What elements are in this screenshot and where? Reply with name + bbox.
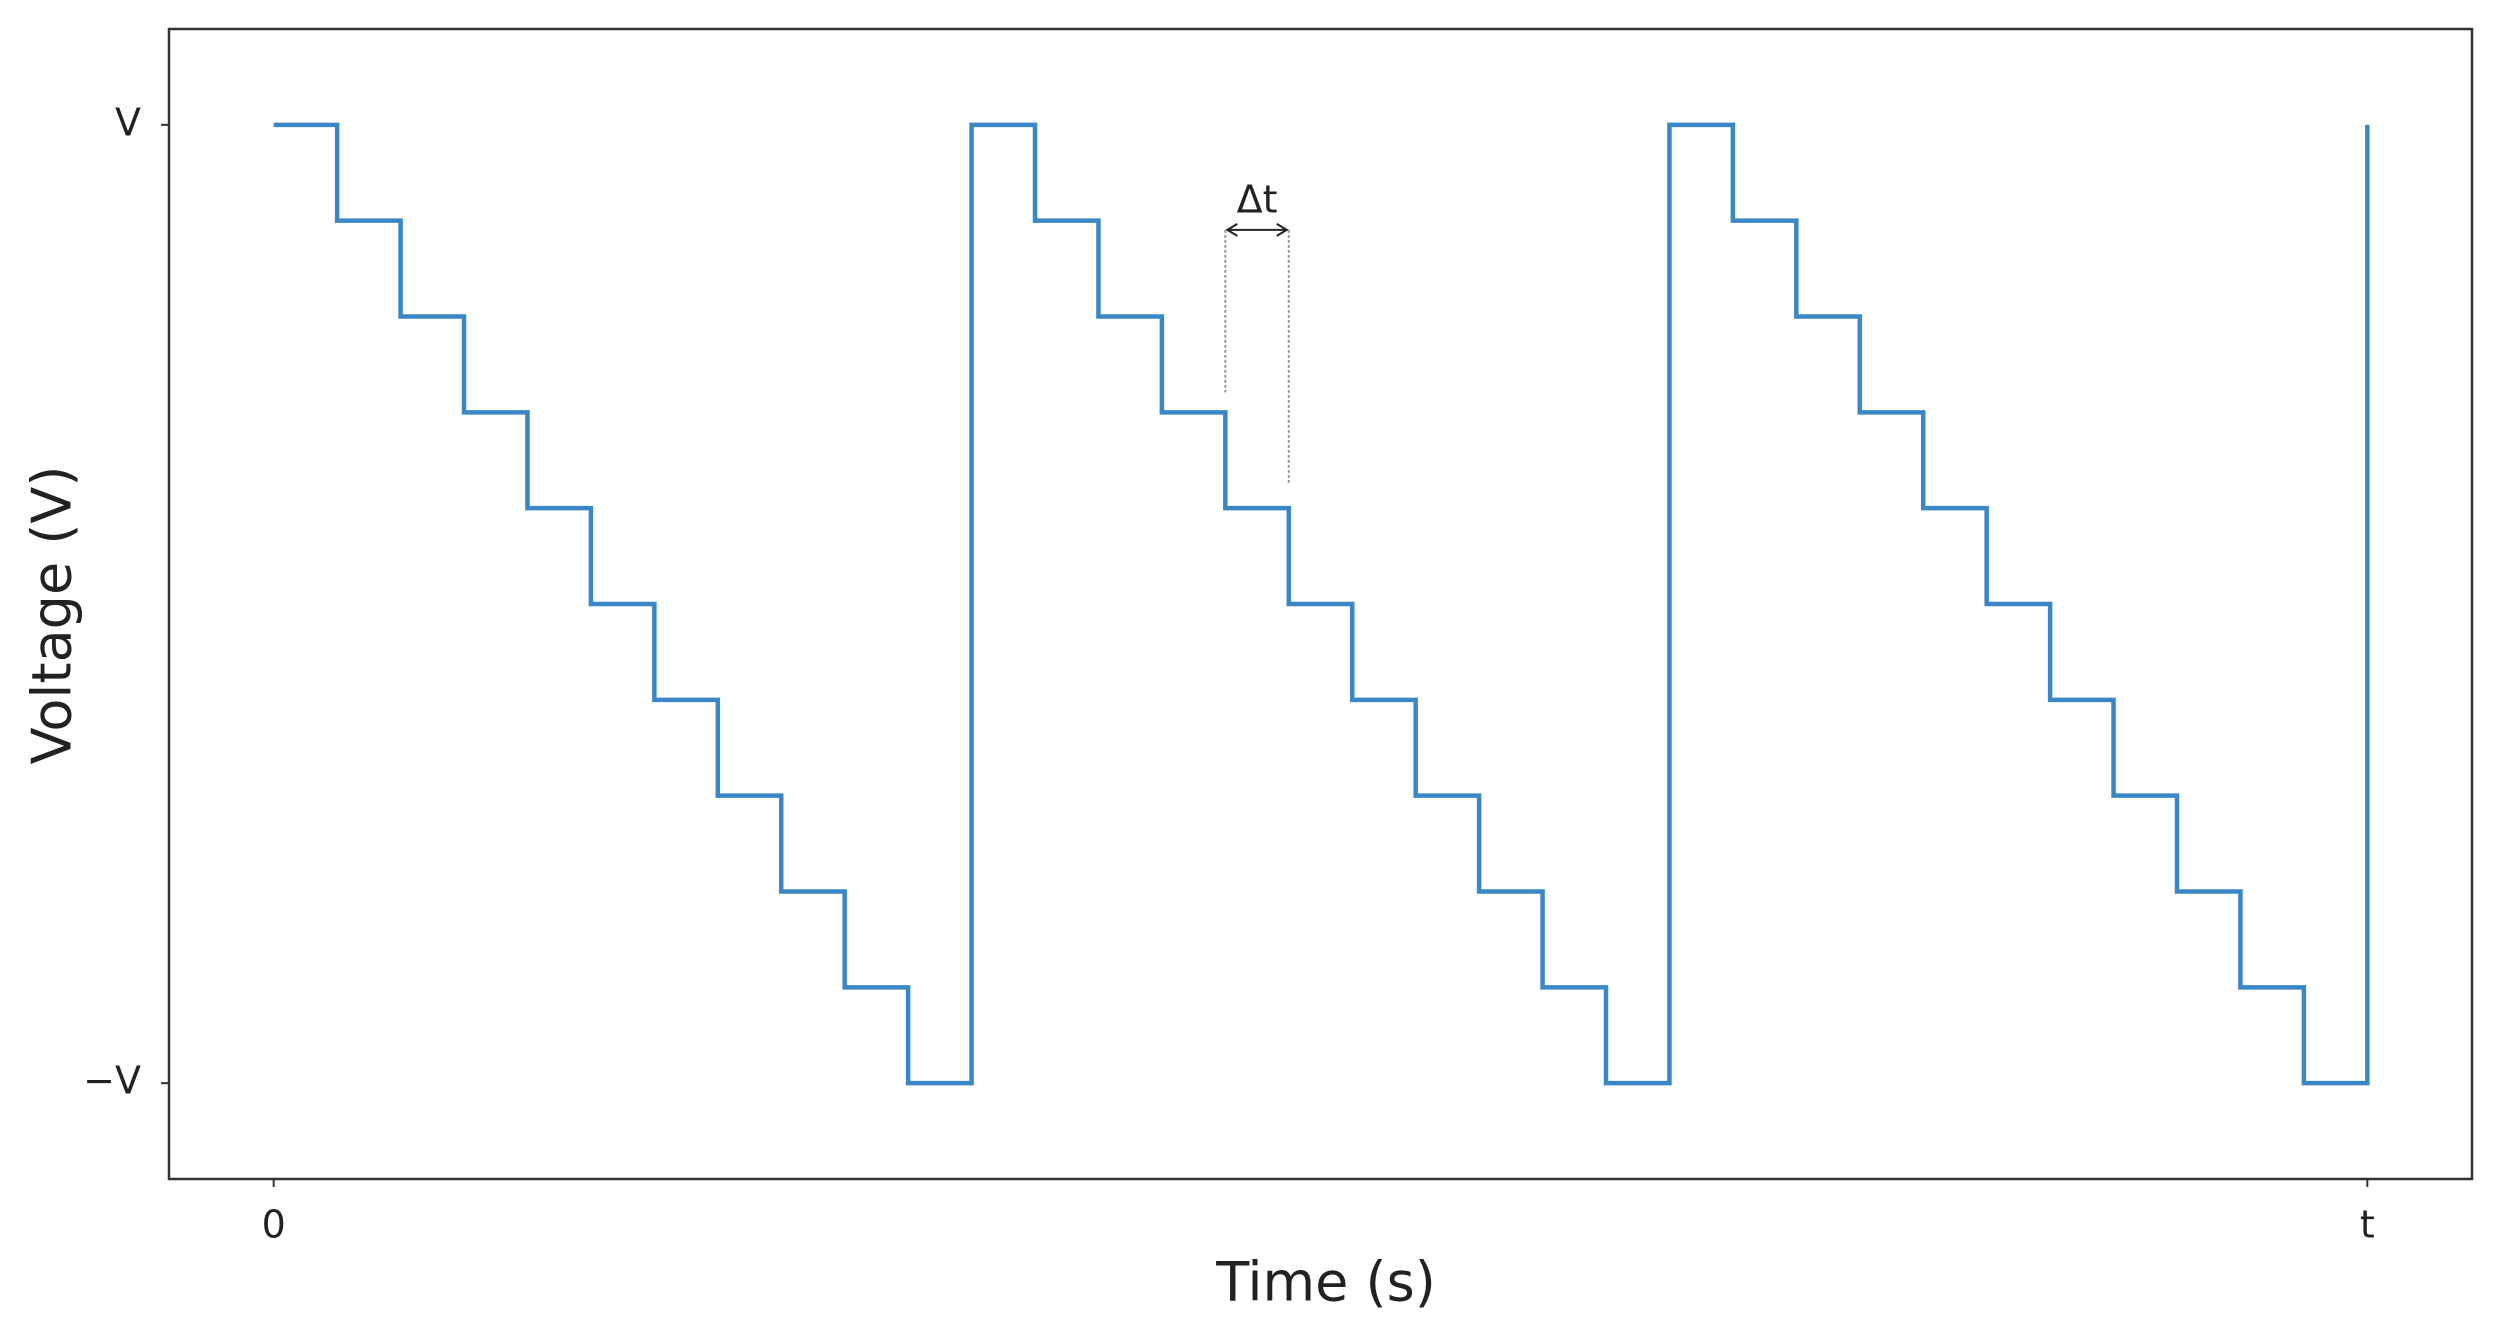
plot-frame bbox=[167, 27, 2474, 1181]
y-tick-label: −V bbox=[83, 1059, 141, 1103]
y-tick-label: V bbox=[115, 100, 141, 144]
x-tick-label: t bbox=[2360, 1203, 2375, 1247]
x-tick-label: 0 bbox=[262, 1203, 286, 1247]
annotation-arrowhead bbox=[1276, 222, 1289, 237]
x-axis-label: Time (s) bbox=[1215, 1251, 1436, 1314]
annotation-text: Δt bbox=[1237, 177, 1278, 221]
annotation-arrowhead bbox=[1225, 222, 1238, 237]
y-axis-label: Voltage (V) bbox=[21, 466, 84, 765]
line-series bbox=[273, 122, 2370, 1086]
